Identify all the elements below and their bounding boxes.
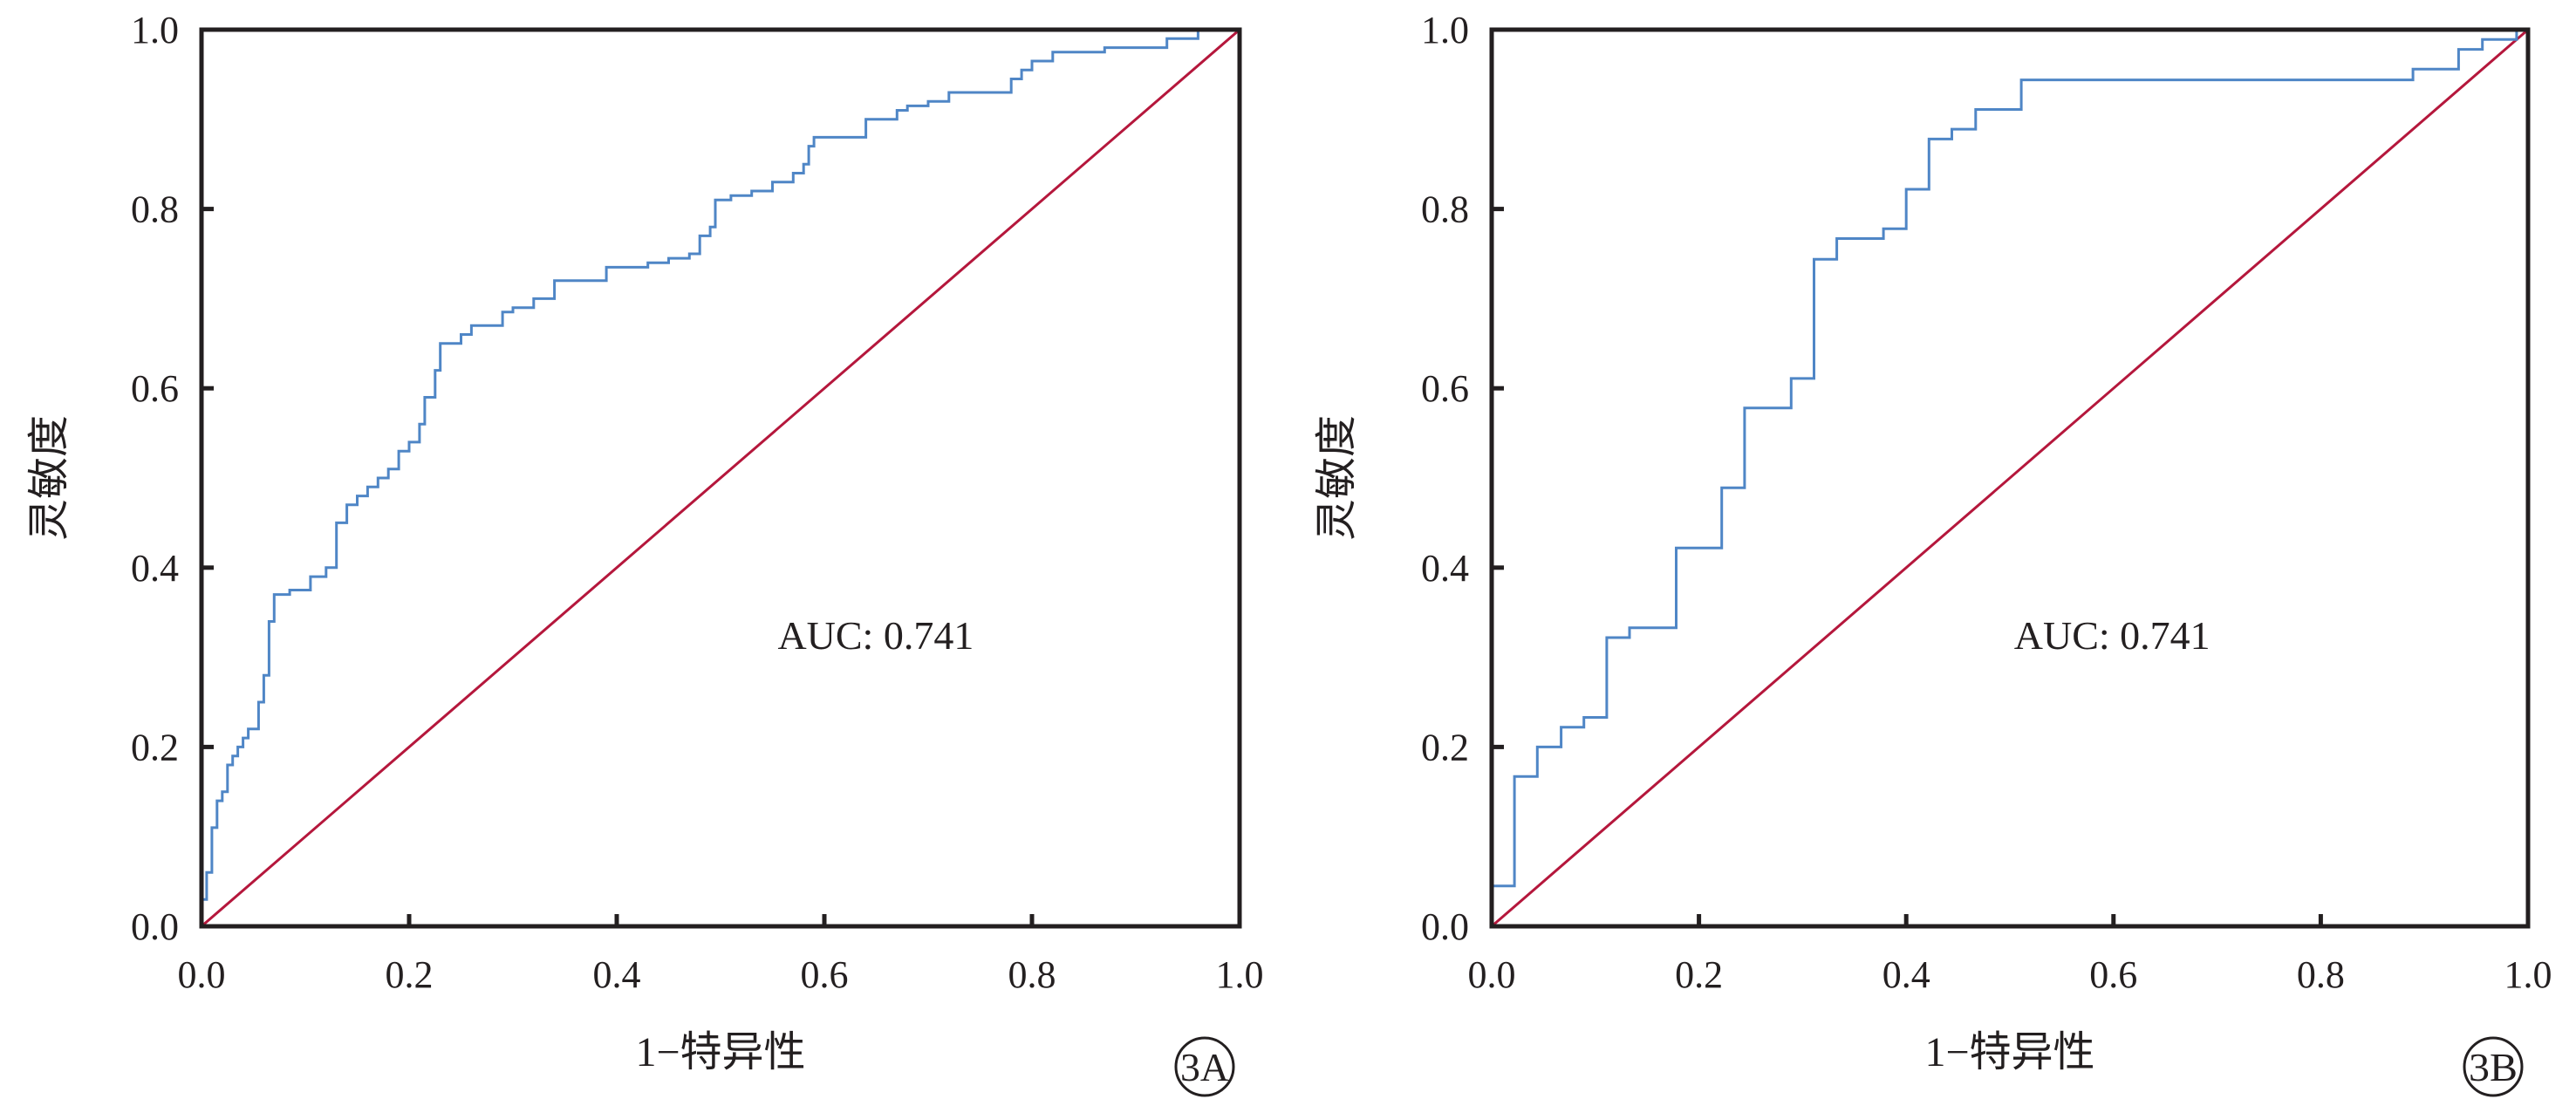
panel-tag-circle (2463, 1036, 2524, 1097)
x-tick-label: 0.0 (1468, 953, 1516, 996)
y-tick-label: 1.0 (1421, 9, 1469, 51)
panel-tag-badge: 3B (2463, 1036, 2524, 1097)
y-tick-label: 0.0 (1421, 905, 1469, 948)
roc-curve-group (1490, 28, 2528, 926)
x-tick-label: 0.4 (1882, 953, 1930, 996)
roc-curve-line (200, 28, 1240, 926)
x-tick-label: 0.6 (2089, 953, 2137, 996)
x-tick-label: 0.0 (178, 953, 226, 996)
x-axis-title: 1−特异性 (1924, 1029, 2094, 1075)
x-tick-group: 0.0 0.2 0.4 0.6 0.8 1.0 (178, 914, 1264, 996)
y-tick-label: 0.6 (131, 367, 179, 410)
x-tick-label: 0.4 (593, 953, 641, 996)
x-tick-label: 0.2 (386, 953, 434, 996)
x-tick-label: 1.0 (2504, 953, 2552, 996)
y-tick-group: 0.0 0.2 0.4 0.6 0.8 1.0 (131, 9, 214, 948)
y-tick-label: 0.4 (1421, 547, 1469, 590)
x-tick-label: 0.6 (801, 953, 849, 996)
y-tick-label: 0.8 (131, 188, 179, 231)
y-axis-title: 灵敏度 (1314, 415, 1360, 541)
plot-frame (1489, 27, 2531, 929)
panel-tag-label: 3B (2469, 1045, 2518, 1089)
y-axis-title: 灵敏度 (26, 415, 72, 541)
reference-line-group (201, 28, 1240, 928)
plot-frame (199, 27, 1242, 929)
auc-annotation: AUC: 0.741 (2014, 613, 2210, 658)
y-tick-group: 0.0 0.2 0.4 0.6 0.8 1.0 (1421, 9, 1504, 948)
roc-curve-line (1490, 28, 2528, 926)
y-tick-label: 0.4 (131, 547, 179, 590)
panel-3a: 0.0 0.2 0.4 0.6 0.8 1.0 0.0 0.2 0.4 0.6 0.8 1.0 1−… (26, 9, 1264, 1097)
auc-annotation: AUC: 0.741 (777, 613, 974, 658)
panel-tag-badge: 3A (1174, 1036, 1235, 1097)
y-tick-label: 0.2 (131, 726, 179, 768)
reference-diagonal-line (1491, 28, 2529, 928)
panel-3b: 0.0 0.2 0.4 0.6 0.8 1.0 0.0 0.2 0.4 0.6 0.8 1.0 1−… (1314, 9, 2552, 1097)
reference-line-group (1491, 28, 2529, 928)
x-tick-label: 0.2 (1675, 953, 1723, 996)
reference-diagonal-line (201, 28, 1240, 928)
y-tick-label: 0.0 (131, 905, 179, 948)
y-tick-label: 1.0 (131, 9, 179, 51)
y-tick-label: 0.2 (1421, 726, 1469, 768)
x-tick-label: 0.8 (1008, 953, 1056, 996)
panel-tag-label: 3A (1180, 1045, 1229, 1089)
x-tick-label: 0.8 (2297, 953, 2345, 996)
roc-curve-group (200, 28, 1240, 926)
panel-tag-circle (1174, 1036, 1235, 1097)
x-tick-group: 0.0 0.2 0.4 0.6 0.8 1.0 (1468, 914, 2552, 996)
x-tick-label: 1.0 (1216, 953, 1264, 996)
x-axis-title: 1−特异性 (635, 1029, 805, 1075)
y-tick-label: 0.6 (1421, 367, 1469, 410)
y-tick-label: 0.8 (1421, 188, 1469, 231)
